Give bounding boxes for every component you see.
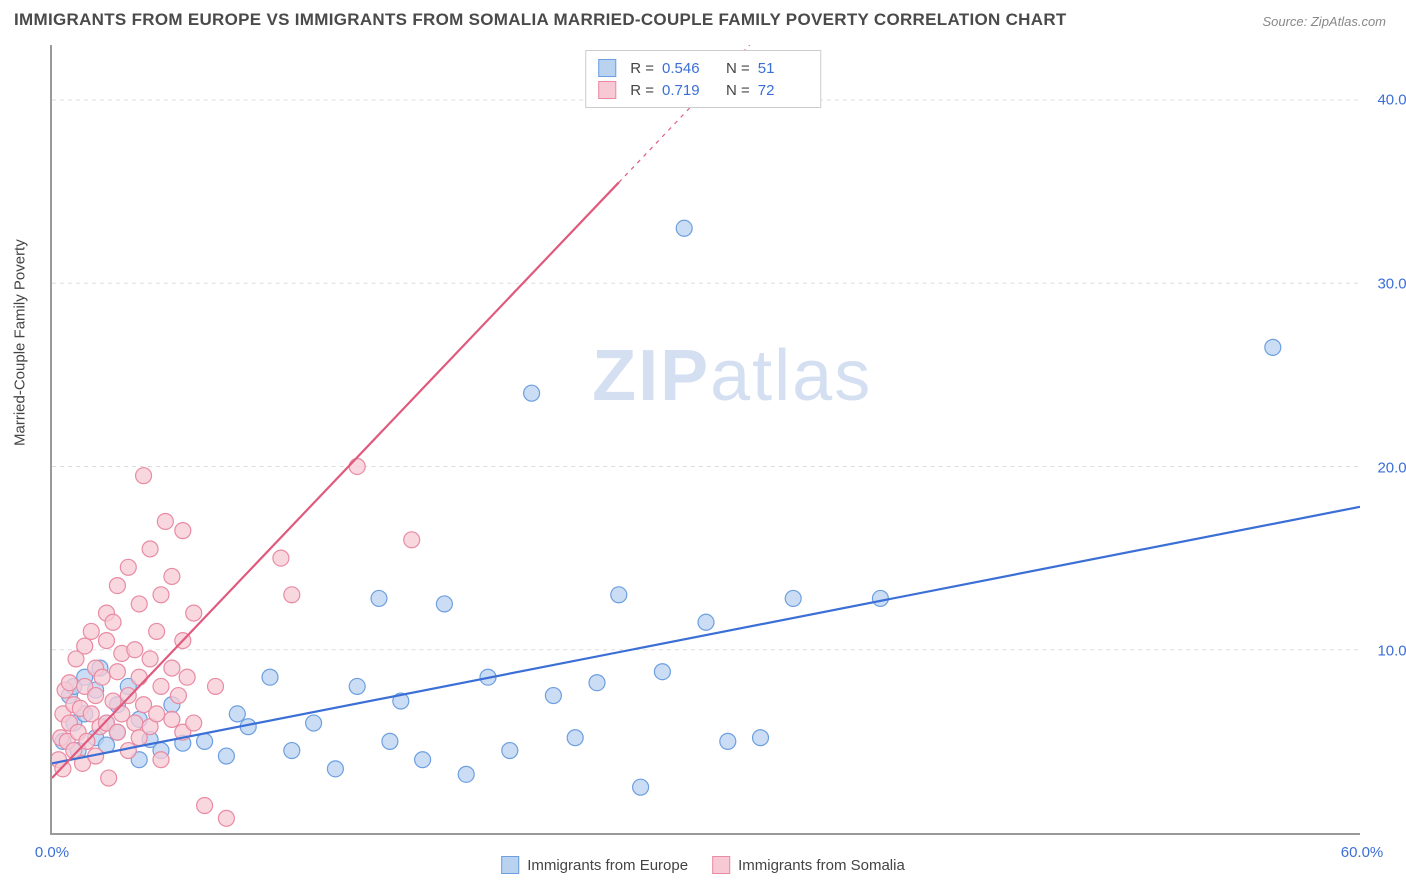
r-value-europe: 0.546 bbox=[662, 60, 712, 77]
legend-label-europe: Immigrants from Europe bbox=[527, 857, 688, 874]
legend-swatch-somalia bbox=[598, 81, 616, 99]
legend-item-europe: Immigrants from Europe bbox=[501, 856, 688, 874]
n-value-somalia: 72 bbox=[758, 82, 808, 99]
legend-swatch-somalia-icon bbox=[712, 856, 730, 874]
legend-item-somalia: Immigrants from Somalia bbox=[712, 856, 905, 874]
legend-row-europe: R = 0.546 N = 51 bbox=[598, 57, 808, 79]
n-value-europe: 51 bbox=[758, 60, 808, 77]
source-attribution: Source: ZipAtlas.com bbox=[1262, 14, 1386, 29]
y-axis-label: Married-Couple Family Poverty bbox=[12, 239, 29, 446]
r-value-somalia: 0.719 bbox=[662, 82, 712, 99]
plot-svg bbox=[52, 45, 1360, 833]
plot-area: ZIPatlas 10.0%20.0%30.0%40.0% 0.0%60.0% bbox=[50, 45, 1360, 835]
legend-correlation: R = 0.546 N = 51 R = 0.719 N = 72 bbox=[585, 50, 821, 108]
legend-series: Immigrants from Europe Immigrants from S… bbox=[501, 856, 905, 874]
r-label: R = bbox=[630, 82, 654, 99]
legend-swatch-europe bbox=[598, 59, 616, 77]
y-tick-label: 30.0% bbox=[1377, 275, 1406, 292]
legend-row-somalia: R = 0.719 N = 72 bbox=[598, 79, 808, 101]
legend-swatch-europe-icon bbox=[501, 856, 519, 874]
y-tick-label: 10.0% bbox=[1377, 643, 1406, 660]
chart-container: IMMIGRANTS FROM EUROPE VS IMMIGRANTS FRO… bbox=[0, 0, 1406, 892]
y-tick-label: 20.0% bbox=[1377, 459, 1406, 476]
legend-label-somalia: Immigrants from Somalia bbox=[738, 857, 905, 874]
n-label: N = bbox=[726, 82, 750, 99]
chart-title: IMMIGRANTS FROM EUROPE VS IMMIGRANTS FRO… bbox=[14, 10, 1067, 30]
r-label: R = bbox=[630, 60, 654, 77]
x-tick-label: 60.0% bbox=[1341, 844, 1384, 861]
y-tick-label: 40.0% bbox=[1377, 92, 1406, 109]
x-tick-label: 0.0% bbox=[35, 844, 69, 861]
n-label: N = bbox=[726, 60, 750, 77]
